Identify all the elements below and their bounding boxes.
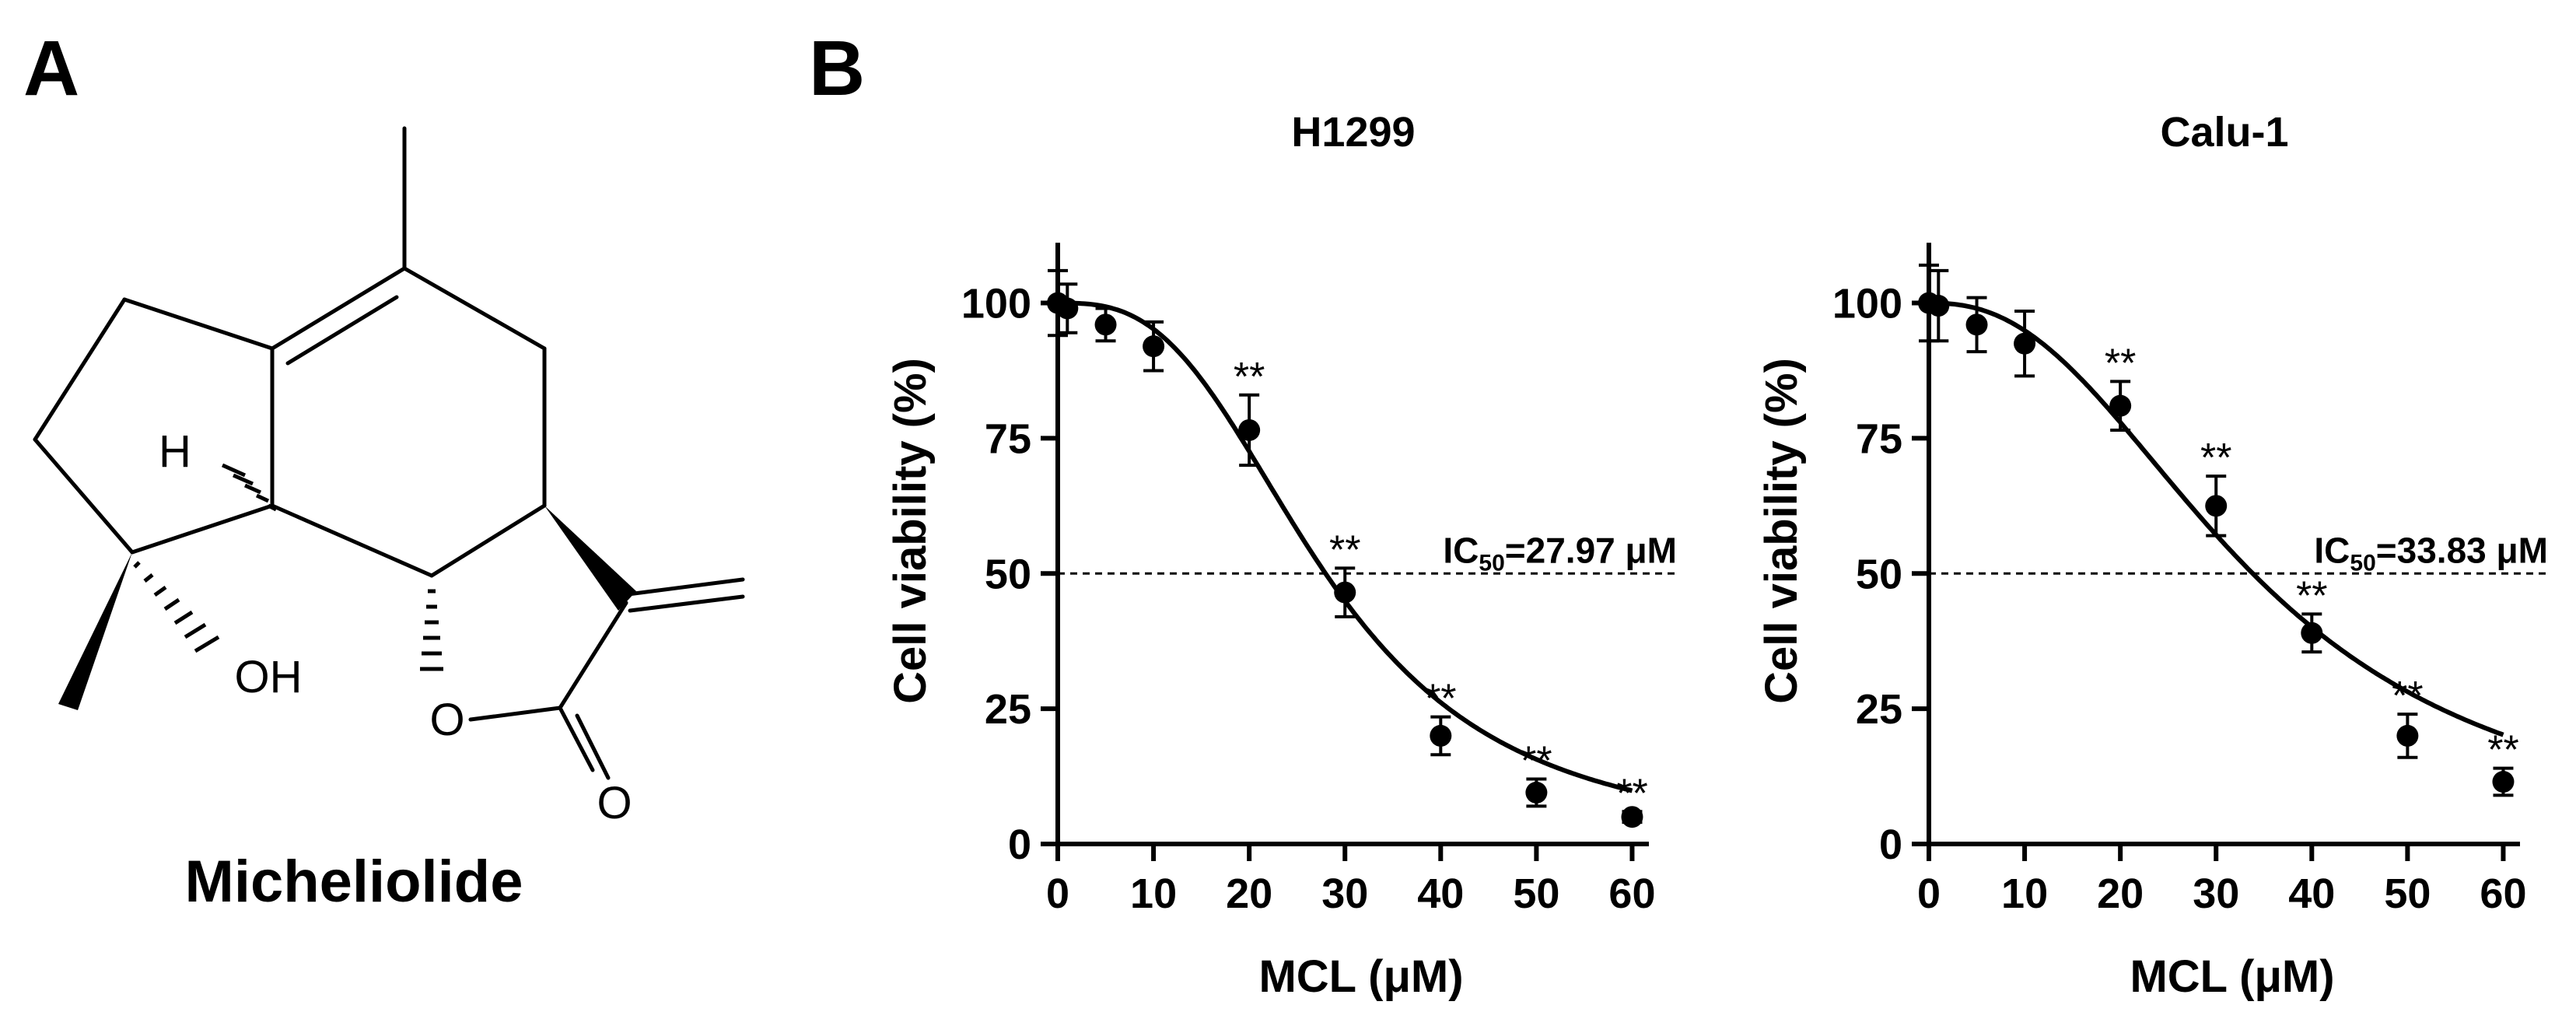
ic50-label-main: IC	[1443, 530, 1479, 570]
wedge-bond	[544, 506, 636, 611]
significance-mark: **	[1616, 771, 1647, 816]
chart-title: H1299	[1291, 109, 1415, 156]
ring-oxygen-label: O	[429, 695, 464, 745]
molecule-atom-labels: H OH O O	[159, 426, 632, 828]
data-point	[2301, 622, 2323, 644]
x-tick-label: 10	[1130, 870, 1177, 917]
y-tick-label: 0	[1879, 821, 1902, 868]
x-tick-label: 30	[2193, 870, 2239, 917]
x-axis-label: MCL (μM)	[1258, 951, 1463, 1002]
ic50-label: IC50=33.83 μM	[2314, 530, 2548, 576]
x-axis-label: MCL (μM)	[2130, 951, 2334, 1002]
x-tick-label: 40	[2288, 870, 2335, 917]
bond	[558, 706, 595, 772]
significance-mark: **	[1425, 677, 1456, 722]
data-point	[1927, 295, 1950, 317]
bond	[620, 577, 745, 597]
y-tick-label: 0	[1008, 821, 1031, 868]
ic50-label-main: IC	[2314, 530, 2350, 570]
ic50-label-sub: 50	[1479, 550, 1504, 576]
data-point	[1056, 297, 1079, 320]
hydrogen-label: H	[159, 426, 191, 477]
x-tick-label: 50	[2384, 870, 2431, 917]
y-tick-label: 50	[1856, 551, 1902, 597]
data-point	[1334, 581, 1356, 604]
x-tick-label: 20	[1226, 870, 1272, 917]
x-tick-label: 0	[1917, 870, 1941, 917]
ic50-label-sub: 50	[2350, 550, 2375, 576]
micheliolide-structure: H OH O O	[33, 126, 745, 828]
molecule-wedges	[58, 506, 636, 710]
y-tick-label: 100	[961, 281, 1031, 327]
significance-mark: **	[2105, 341, 2136, 386]
x-tick-label: 0	[1046, 870, 1069, 917]
y-tick-label: 25	[1856, 686, 1902, 733]
x-tick-label: 60	[1608, 870, 1655, 917]
significance-mark: **	[1329, 527, 1360, 573]
chart-h1299: H1299 0 25 50 75 100 0 10 20 30 40 50 60 MCL (μM) Cell…	[885, 109, 1680, 1002]
data-point	[2492, 771, 2515, 793]
ic50-label: IC50=27.97 μM	[1443, 530, 1677, 576]
y-tick-label: 25	[985, 686, 1031, 733]
ic50-label-value: =33.83 μM	[2376, 530, 2548, 570]
data-point	[1621, 806, 1643, 828]
bond	[402, 266, 547, 351]
bond	[468, 706, 562, 722]
significance-mark: **	[1234, 355, 1265, 400]
y-axis-label: Cell viability (%)	[885, 358, 936, 704]
data-point	[2109, 394, 2132, 417]
significance-mark: **	[1521, 739, 1552, 784]
bond	[33, 437, 135, 555]
bond	[33, 297, 127, 442]
significance-mark: **	[2392, 674, 2423, 719]
bond	[130, 503, 275, 555]
significance-mark: **	[2200, 436, 2231, 481]
y-tick-label: 75	[985, 415, 1031, 462]
x-tick-label: 60	[2480, 870, 2526, 917]
molecule-bonds	[33, 126, 745, 780]
bond	[270, 503, 434, 578]
chart-calu1: Calu-1 0 25 50 75 100 0 10 20 30 40 50 60 MCL (μM) Cel…	[1756, 109, 2551, 1002]
bond	[285, 295, 399, 366]
panel-label-a: A	[23, 25, 80, 112]
data-point	[1143, 335, 1165, 358]
data-point	[1238, 418, 1261, 441]
y-tick-label: 100	[1832, 281, 1902, 327]
bond	[429, 503, 547, 578]
data-point	[2205, 495, 2228, 517]
y-axis-label: Cell viability (%)	[1756, 358, 1807, 704]
x-tick-label: 50	[1513, 870, 1559, 917]
bond	[270, 266, 407, 351]
x-tick-label: 20	[2097, 870, 2144, 917]
chart-title: Calu-1	[2160, 109, 2288, 156]
significance-mark: **	[2487, 728, 2518, 773]
bond	[122, 297, 275, 351]
data-point	[1965, 313, 1988, 336]
x-tick-label: 30	[1321, 870, 1368, 917]
data-point	[2014, 332, 2036, 355]
bond	[628, 594, 745, 613]
x-tick-label: 10	[2001, 870, 2048, 917]
data-point	[1525, 781, 1548, 804]
panel-label-b: B	[809, 25, 866, 112]
hydroxyl-label: OH	[235, 652, 303, 702]
molecule-hashes	[133, 463, 443, 671]
y-tick-label: 50	[985, 551, 1031, 597]
y-tick-label: 75	[1856, 415, 1902, 462]
x-tick-label: 40	[1417, 870, 1464, 917]
compound-name: Micheliolide	[184, 849, 523, 915]
wedge-bond	[58, 552, 132, 710]
ic50-label-value: =27.97 μM	[1505, 530, 1677, 570]
data-point	[1094, 313, 1117, 336]
significance-mark: **	[2296, 573, 2327, 618]
data-point	[2396, 724, 2419, 747]
data-point	[1430, 724, 1452, 747]
carbonyl-oxygen-label: O	[597, 778, 632, 828]
bond	[575, 713, 611, 780]
bond	[558, 601, 628, 710]
